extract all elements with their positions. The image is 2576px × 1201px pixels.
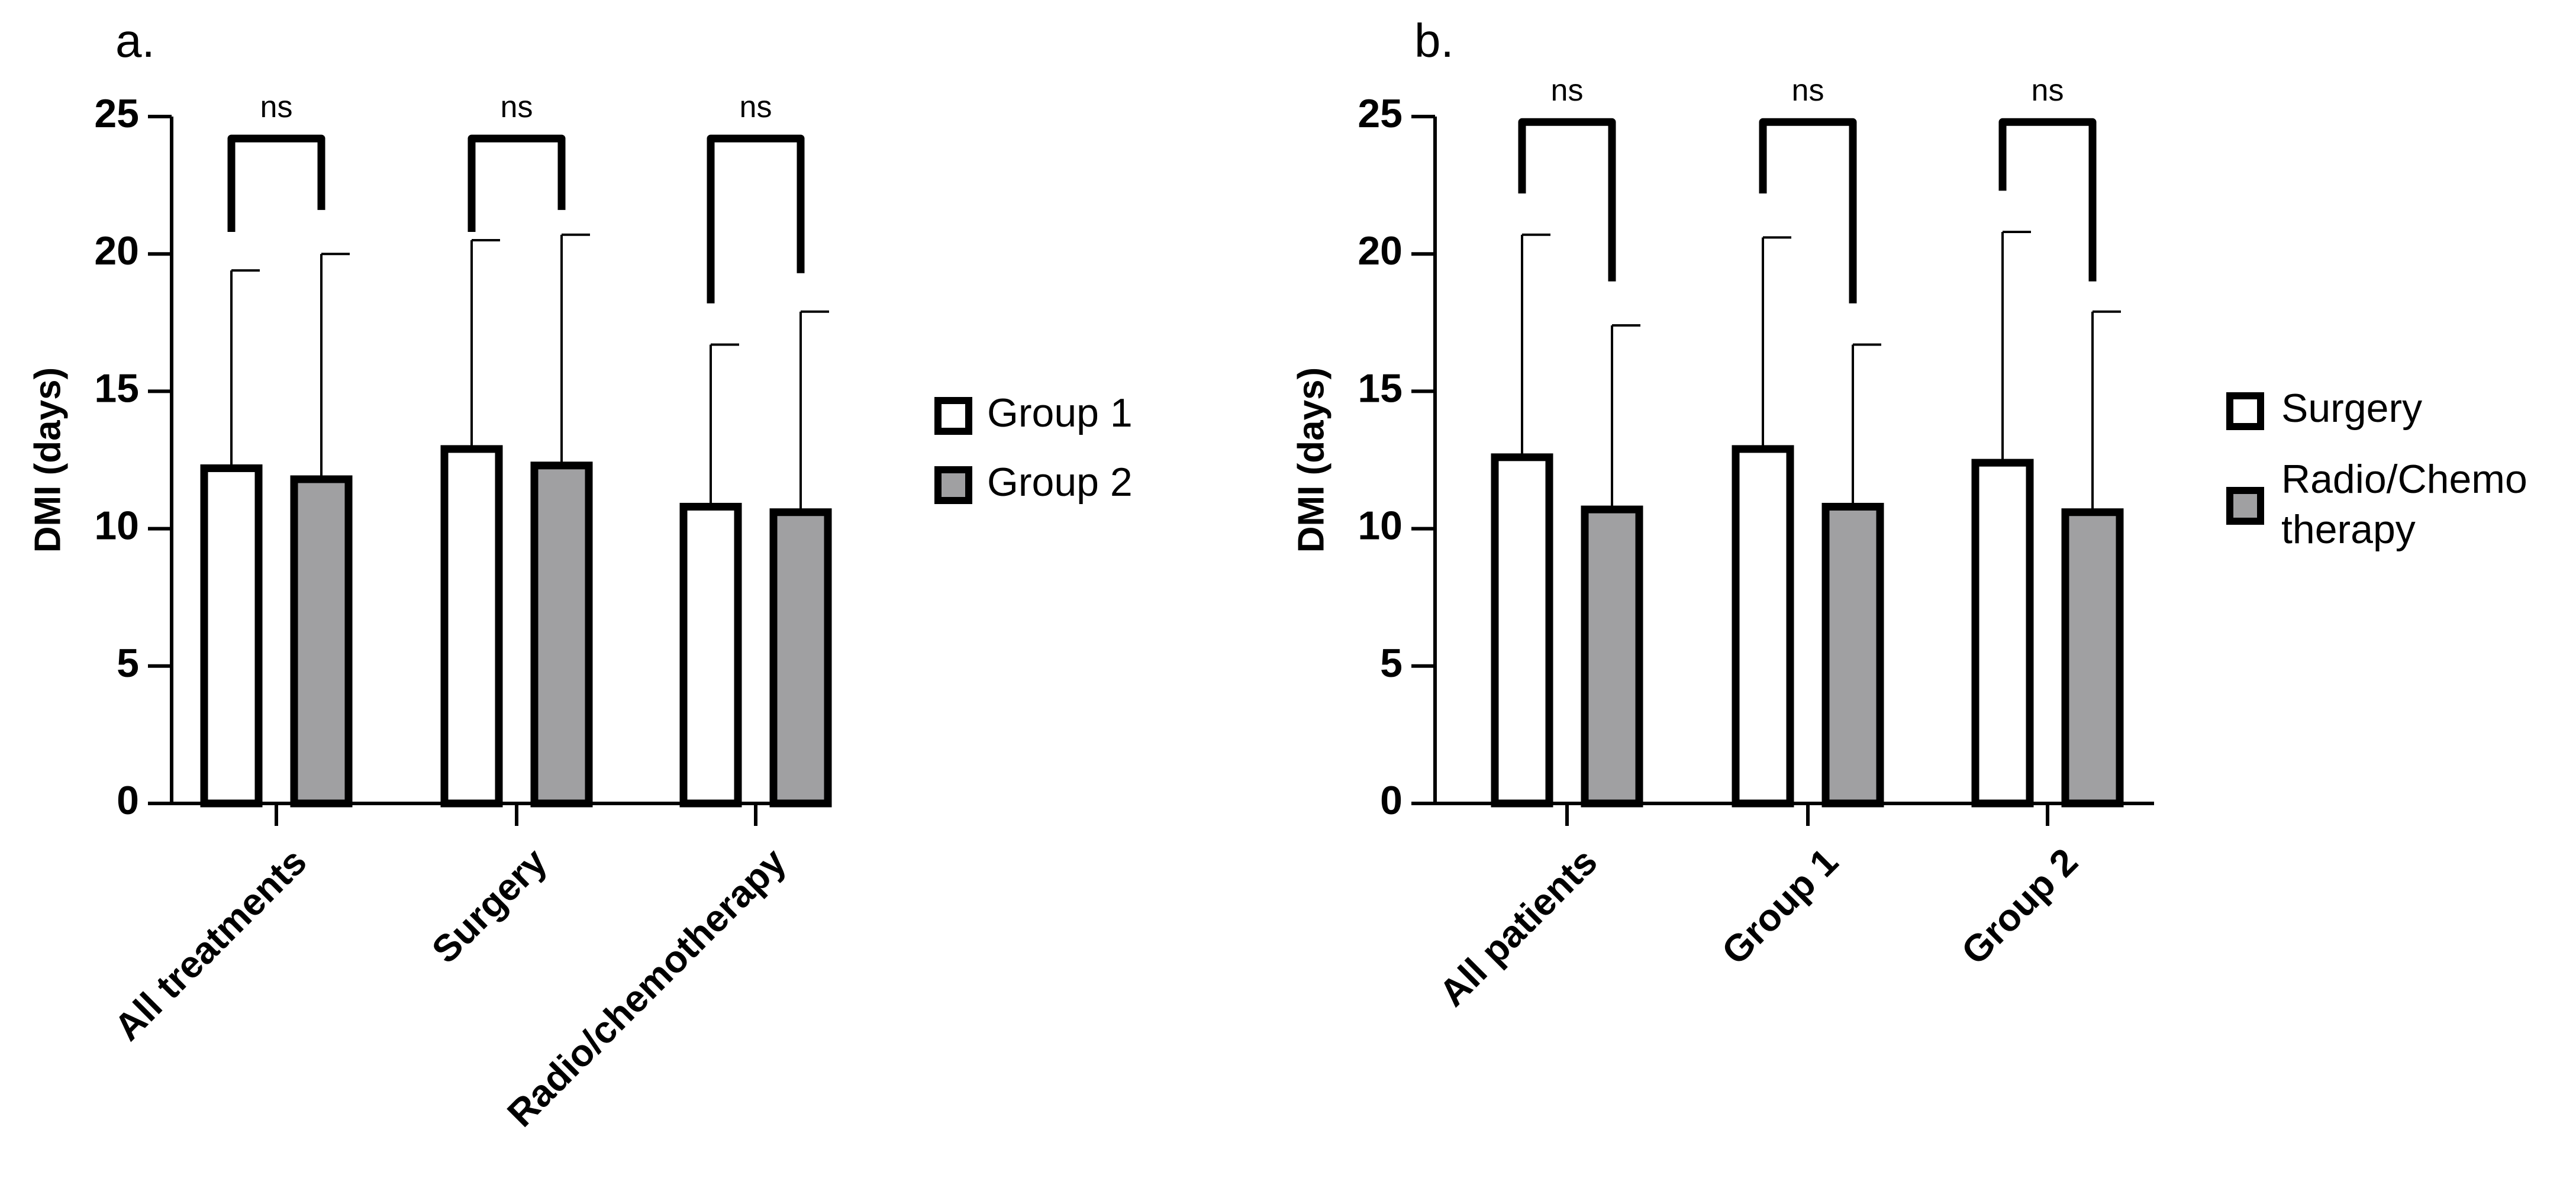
y-tick-label: 15 <box>1358 366 1403 411</box>
y-tick-label: 25 <box>1358 91 1403 136</box>
bar <box>440 445 503 808</box>
significance-label: ns <box>260 90 293 124</box>
x-category-label: All treatments <box>106 840 315 1049</box>
bar <box>2061 508 2124 808</box>
panel-label: a. <box>115 14 155 67</box>
significance-bracket <box>227 134 325 233</box>
significance-bracket <box>1518 118 1616 282</box>
legend-swatch <box>934 466 972 504</box>
y-tick-label: 0 <box>1380 778 1403 823</box>
bar <box>769 508 832 808</box>
bar <box>1821 502 1884 808</box>
significance-bracket <box>707 134 805 304</box>
bar <box>290 475 353 808</box>
x-category-label: All patients <box>1431 840 1605 1015</box>
x-category-label: Group 2 <box>1953 840 2085 973</box>
significance-label: ns <box>2032 73 2064 108</box>
y-tick-label: 20 <box>94 228 139 273</box>
legend-label: Radio/Chemo <box>2281 457 2527 502</box>
x-category-label: Surgery <box>424 840 555 971</box>
chart-panel-a: a. 0 5 10 15 20 25 DMI (days) All treatments ns Su… <box>27 14 1132 1135</box>
bar <box>679 502 742 808</box>
significance-label: ns <box>501 90 533 124</box>
x-category-label: Group 1 <box>1713 840 1846 973</box>
legend-swatch <box>2226 487 2264 525</box>
y-tick-label: 5 <box>1380 641 1403 686</box>
bar <box>1491 453 1553 808</box>
y-tick-label: 10 <box>94 503 139 548</box>
legend-label: Group 1 <box>987 390 1133 435</box>
y-tick-label: 15 <box>94 366 139 411</box>
legend-label: Group 2 <box>987 460 1133 505</box>
legend-label: therapy <box>2281 507 2416 552</box>
bar <box>1732 445 1794 808</box>
significance-bracket <box>468 134 566 233</box>
panel-label: b. <box>1414 14 1454 67</box>
significance-label: ns <box>740 90 772 124</box>
significance-bracket <box>1759 118 1857 304</box>
y-tick-label: 0 <box>117 778 139 823</box>
bar <box>1971 459 2034 808</box>
y-tick-label: 25 <box>94 91 139 136</box>
significance-label: ns <box>1792 73 1824 108</box>
legend-swatch <box>934 397 972 435</box>
legend-swatch <box>2226 392 2264 430</box>
y-tick-label: 10 <box>1358 503 1403 548</box>
significance-bracket <box>1998 118 2097 282</box>
y-axis-title: DMI (days) <box>27 367 68 553</box>
chart-panel-b: b. 0 5 10 15 20 25 DMI (days) All patients ns Grou… <box>1291 14 2527 1014</box>
bar <box>530 461 593 808</box>
y-tick-label: 5 <box>117 641 139 686</box>
y-axis-title: DMI (days) <box>1291 367 1331 553</box>
x-category-label: Radio/chemotherapy <box>499 840 794 1135</box>
legend-label: Surgery <box>2281 386 2422 431</box>
y-tick-label: 20 <box>1358 228 1403 273</box>
bar <box>200 464 263 808</box>
bar <box>1581 505 1643 808</box>
significance-label: ns <box>1551 73 1584 108</box>
